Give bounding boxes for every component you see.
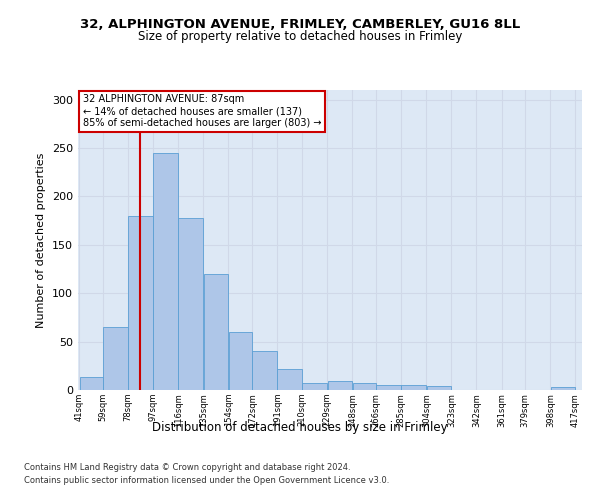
Bar bbox=[80, 378, 103, 390]
Text: Size of property relative to detached houses in Frimley: Size of property relative to detached ho… bbox=[138, 30, 462, 43]
Bar bbox=[376, 385, 401, 390]
Text: Contains HM Land Registry data © Crown copyright and database right 2024.: Contains HM Land Registry data © Crown c… bbox=[24, 464, 350, 472]
Bar bbox=[353, 383, 376, 390]
Bar bbox=[401, 385, 426, 390]
Bar bbox=[277, 368, 302, 390]
Text: Distribution of detached houses by size in Frimley: Distribution of detached houses by size … bbox=[152, 421, 448, 434]
Text: 32 ALPHINGTON AVENUE: 87sqm
← 14% of detached houses are smaller (137)
85% of se: 32 ALPHINGTON AVENUE: 87sqm ← 14% of det… bbox=[83, 94, 322, 128]
Bar bbox=[551, 387, 575, 390]
Bar bbox=[128, 216, 153, 390]
Y-axis label: Number of detached properties: Number of detached properties bbox=[37, 152, 46, 328]
Bar bbox=[178, 218, 203, 390]
Text: Contains public sector information licensed under the Open Government Licence v3: Contains public sector information licen… bbox=[24, 476, 389, 485]
Bar bbox=[154, 153, 178, 390]
Bar bbox=[229, 332, 252, 390]
Bar bbox=[253, 352, 277, 390]
Bar bbox=[328, 382, 352, 390]
Bar bbox=[103, 327, 128, 390]
Bar bbox=[427, 386, 451, 390]
Bar bbox=[302, 383, 327, 390]
Text: 32, ALPHINGTON AVENUE, FRIMLEY, CAMBERLEY, GU16 8LL: 32, ALPHINGTON AVENUE, FRIMLEY, CAMBERLE… bbox=[80, 18, 520, 30]
Bar bbox=[203, 274, 228, 390]
